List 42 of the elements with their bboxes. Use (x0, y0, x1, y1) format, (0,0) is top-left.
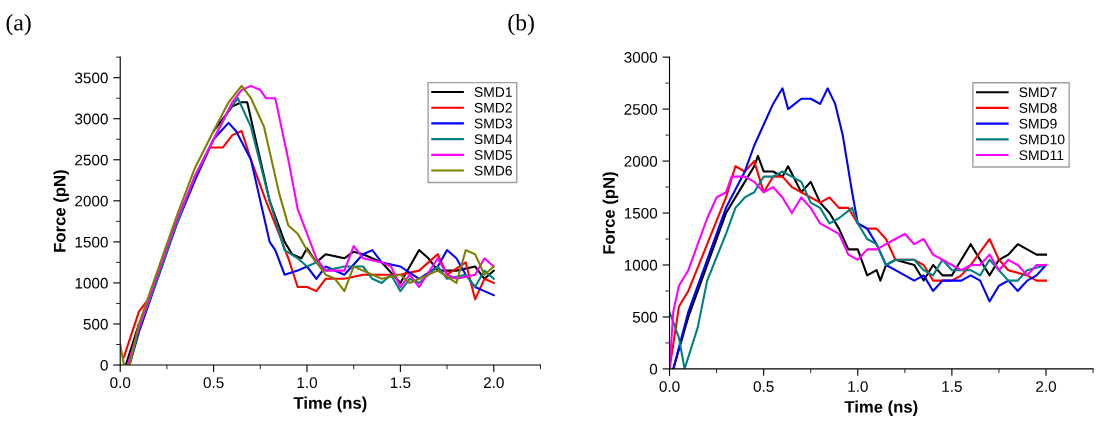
legend-label: SMD3 (474, 118, 512, 129)
x-axis-title: Time (ns) (844, 400, 918, 417)
x-tick-label: 0.5 (203, 377, 224, 389)
y-tick-label: 1500 (75, 236, 108, 248)
x-tick-label: 1.0 (848, 381, 868, 392)
y-tick-label: 1000 (75, 277, 108, 289)
legend-label: SMD8 (1019, 103, 1057, 113)
y-tick-label: 2000 (75, 195, 108, 207)
y-tick-label: 2500 (624, 103, 658, 115)
y-tick-label: 3000 (75, 113, 108, 125)
legend-label: SMD1 (474, 87, 512, 97)
x-tick-label: 1.0 (297, 377, 318, 389)
x-axis-title: Time (ns) (293, 396, 367, 413)
y-axis-title: Force (pN) (602, 172, 619, 254)
y-tick-label: 500 (83, 318, 108, 330)
legend-label: SMD9 (1019, 118, 1057, 129)
y-tick-label: 1500 (624, 207, 658, 219)
x-tick-label: 2.0 (1036, 381, 1057, 392)
legend-label: SMD4 (474, 134, 513, 145)
legend-label: SMD6 (474, 165, 512, 176)
legend-label: SMD2 (474, 102, 512, 113)
text: (a) (6, 13, 31, 36)
x-tick-label: 1.5 (390, 377, 411, 389)
y-tick-label: 3500 (75, 72, 108, 84)
y-tick-label: 500 (632, 311, 658, 323)
legend-label: SMD11 (1019, 150, 1064, 161)
y-tick-label: 3000 (624, 52, 658, 63)
y-axis-title: Force (pN) (53, 170, 69, 252)
y-tick-label: 2500 (75, 154, 108, 166)
x-tick-label: 0.0 (110, 377, 131, 389)
x-tick-label: 1.5 (942, 381, 962, 392)
y-tick-label: 1000 (624, 259, 658, 271)
x-tick-label: 0.5 (753, 381, 774, 392)
legend-label: SMD10 (1019, 134, 1065, 145)
y-tick-label: 0 (100, 359, 108, 371)
y-tick-label: 2000 (624, 155, 658, 167)
x-tick-label: 0.0 (659, 381, 680, 392)
legend-label: SMD5 (474, 150, 512, 160)
text: (b) (508, 13, 534, 36)
x-tick-label: 2.0 (483, 377, 504, 389)
y-tick-label: 0 (649, 363, 658, 375)
legend-label: SMD7 (1019, 87, 1057, 98)
